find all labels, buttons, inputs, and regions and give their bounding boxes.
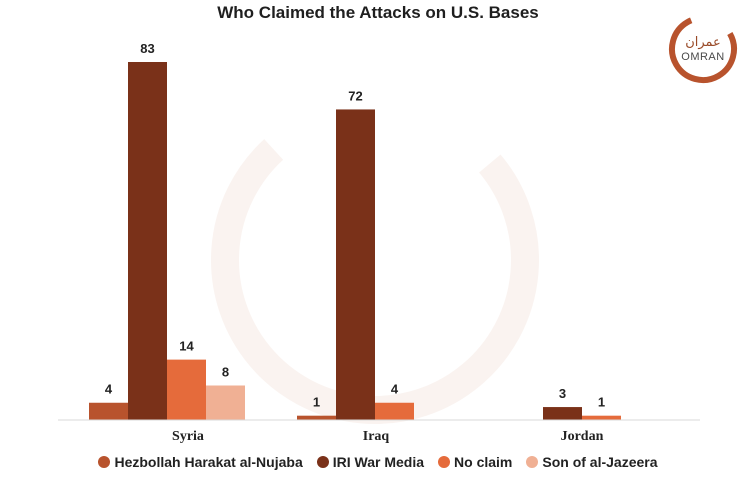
legend-swatch-3 <box>526 456 539 468</box>
legend-item-2: No claim <box>438 454 512 470</box>
bar-iraq-1 <box>336 109 375 420</box>
category-label-jordan: Jordan <box>561 429 604 444</box>
bar-iraq-2 <box>375 402 414 420</box>
chart-title: Who Claimed the Attacks on U.S. Bases <box>217 3 539 22</box>
data-label-syria-0: 4 <box>105 382 113 397</box>
watermark-logo <box>211 96 539 424</box>
legend-label-3: Son of al-Jazeera <box>542 454 658 470</box>
data-label-iraq-2: 4 <box>391 382 399 397</box>
data-label-iraq-0: 1 <box>313 395 320 410</box>
data-label-jordan-1: 3 <box>559 386 566 401</box>
bar-syria-3 <box>206 385 245 420</box>
omran-logo: عمران OMRAN <box>668 14 738 84</box>
bar-iraq-0 <box>297 415 336 420</box>
data-label-syria-1: 83 <box>140 41 154 56</box>
data-label-iraq-1: 72 <box>348 88 362 103</box>
data-label-syria-2: 14 <box>179 339 194 354</box>
legend-item-0: Hezbollah Harakat al-Nujaba <box>98 454 303 470</box>
bar-syria-1 <box>128 62 167 420</box>
category-labels: Syria Iraq Jordan <box>172 429 604 444</box>
legend-label-0: Hezbollah Harakat al-Nujaba <box>114 454 303 470</box>
legend-label-2: No claim <box>454 454 513 470</box>
logo-arabic: عمران <box>685 34 721 49</box>
legend-item-3: Son of al-Jazeera <box>526 454 658 470</box>
data-label-jordan-2: 1 <box>598 395 605 410</box>
category-label-syria: Syria <box>172 429 204 444</box>
bars-group: 4 83 14 8 1 72 4 3 1 <box>89 41 621 420</box>
legend-label-1: IRI War Media <box>332 454 425 470</box>
logo-english: OMRAN <box>681 51 725 63</box>
bar-syria-0 <box>89 402 128 420</box>
legend-swatch-1 <box>316 456 329 468</box>
legend-swatch-0 <box>98 456 111 468</box>
legend-item-1: IRI War Media <box>316 454 425 470</box>
bar-syria-2 <box>167 359 206 420</box>
bar-jordan-2 <box>582 415 621 420</box>
legend: Hezbollah Harakat al-Nujaba IRI War Media… <box>0 454 756 470</box>
legend-swatch-2 <box>438 456 451 468</box>
bar-jordan-1 <box>543 407 582 420</box>
category-label-iraq: Iraq <box>363 429 390 444</box>
data-label-syria-3: 8 <box>222 364 229 379</box>
